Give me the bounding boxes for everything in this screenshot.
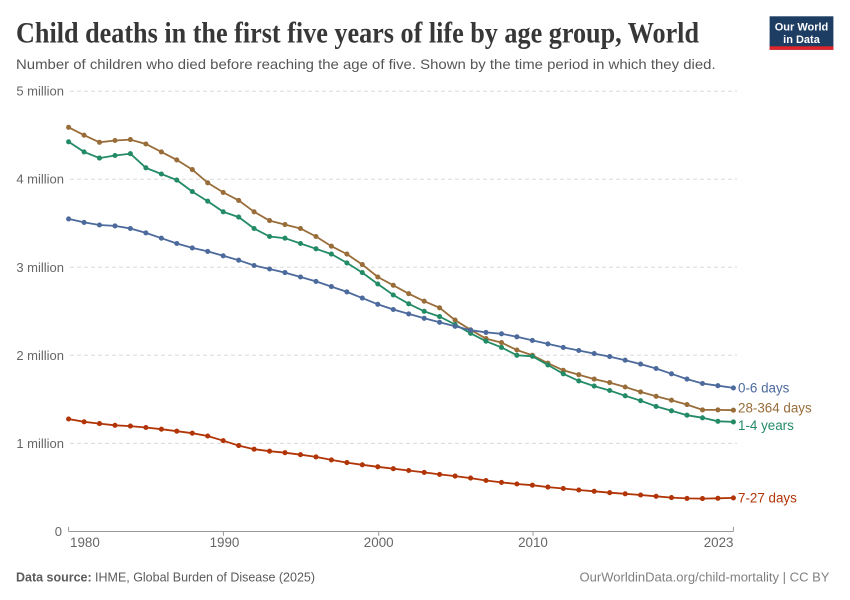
svg-text:OurWorldinData.org/child-morta: OurWorldinData.org/child-mortality | CC … [580,569,830,584]
svg-text:0-6 days: 0-6 days [738,380,790,395]
svg-text:1 million: 1 million [16,436,64,451]
svg-text:2023: 2023 [704,535,734,550]
svg-text:Child deaths in the first five: Child deaths in the first five years of … [16,17,699,50]
svg-text:Data source: IHME, Global Burd: Data source: IHME, Global Burden of Dise… [16,569,315,584]
svg-text:1990: 1990 [210,535,240,550]
svg-text:4 million: 4 million [16,172,64,187]
svg-text:in Data: in Data [783,34,821,46]
svg-text:0: 0 [55,524,62,539]
svg-text:5 million: 5 million [16,84,64,99]
svg-text:2010: 2010 [518,535,548,550]
svg-text:Number of children who died be: Number of children who died before reach… [16,56,716,72]
svg-text:7-27 days: 7-27 days [738,491,797,506]
svg-text:1-4 years: 1-4 years [738,418,794,433]
svg-text:28-364 days: 28-364 days [738,401,812,416]
svg-text:2 million: 2 million [16,348,64,363]
svg-text:1980: 1980 [70,535,100,550]
svg-text:Our World: Our World [775,22,829,34]
svg-text:3 million: 3 million [16,260,64,275]
svg-text:2000: 2000 [364,535,394,550]
